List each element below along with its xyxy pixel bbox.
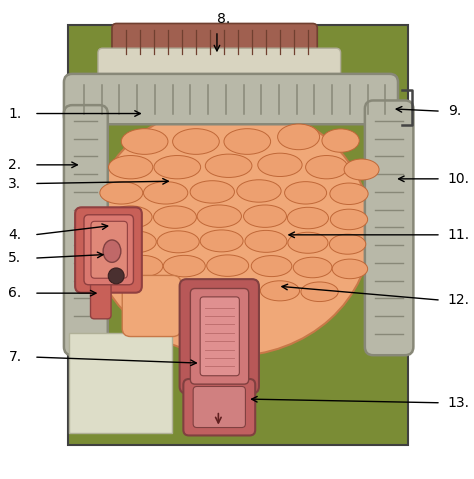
Ellipse shape <box>244 205 286 228</box>
Text: 8.: 8. <box>217 12 230 26</box>
FancyBboxPatch shape <box>75 207 142 293</box>
Text: 7.: 7. <box>9 350 21 364</box>
Ellipse shape <box>344 159 379 180</box>
Ellipse shape <box>332 259 368 279</box>
Text: 4.: 4. <box>9 228 21 242</box>
Text: 10.: 10. <box>448 172 470 186</box>
Text: 11.: 11. <box>448 228 470 242</box>
Ellipse shape <box>164 255 205 277</box>
Ellipse shape <box>301 282 338 302</box>
Ellipse shape <box>122 255 163 277</box>
Ellipse shape <box>287 207 328 229</box>
FancyBboxPatch shape <box>91 221 128 278</box>
Ellipse shape <box>329 234 366 254</box>
FancyBboxPatch shape <box>122 275 181 337</box>
Ellipse shape <box>207 255 249 276</box>
Ellipse shape <box>205 154 252 177</box>
Circle shape <box>108 268 124 284</box>
Text: 2.: 2. <box>9 158 21 172</box>
Text: 6.: 6. <box>9 286 22 300</box>
Ellipse shape <box>293 257 332 278</box>
Text: 9.: 9. <box>448 104 461 118</box>
Ellipse shape <box>103 240 121 262</box>
Ellipse shape <box>245 230 287 252</box>
Ellipse shape <box>174 280 216 300</box>
Ellipse shape <box>330 183 368 205</box>
Ellipse shape <box>288 232 328 253</box>
Ellipse shape <box>330 209 368 230</box>
Text: 5.: 5. <box>9 251 21 265</box>
Text: 3.: 3. <box>9 177 21 191</box>
Ellipse shape <box>306 156 347 179</box>
Text: 1.: 1. <box>9 106 22 121</box>
Ellipse shape <box>284 182 327 204</box>
Ellipse shape <box>258 153 302 177</box>
Ellipse shape <box>251 256 292 276</box>
FancyBboxPatch shape <box>91 280 111 319</box>
Ellipse shape <box>109 156 153 179</box>
FancyBboxPatch shape <box>69 333 172 433</box>
Ellipse shape <box>224 129 271 154</box>
Ellipse shape <box>278 124 319 149</box>
Ellipse shape <box>121 129 168 154</box>
FancyBboxPatch shape <box>193 387 246 428</box>
Ellipse shape <box>197 205 241 228</box>
FancyBboxPatch shape <box>191 288 249 384</box>
FancyBboxPatch shape <box>200 297 239 376</box>
Ellipse shape <box>134 279 174 300</box>
FancyBboxPatch shape <box>64 105 108 355</box>
Ellipse shape <box>200 230 243 252</box>
Text: 12.: 12. <box>448 293 470 307</box>
FancyBboxPatch shape <box>180 279 259 393</box>
FancyBboxPatch shape <box>98 48 341 88</box>
Ellipse shape <box>157 231 199 253</box>
Ellipse shape <box>190 181 235 203</box>
Ellipse shape <box>100 182 143 204</box>
Ellipse shape <box>260 281 300 301</box>
FancyBboxPatch shape <box>183 379 255 435</box>
FancyBboxPatch shape <box>365 101 413 355</box>
FancyBboxPatch shape <box>112 23 317 60</box>
Ellipse shape <box>154 206 196 228</box>
FancyBboxPatch shape <box>84 215 134 285</box>
Ellipse shape <box>144 182 188 204</box>
Ellipse shape <box>322 129 359 152</box>
Ellipse shape <box>237 180 281 202</box>
Ellipse shape <box>173 129 219 154</box>
FancyBboxPatch shape <box>68 25 408 445</box>
FancyBboxPatch shape <box>64 74 398 124</box>
Ellipse shape <box>91 104 371 356</box>
Ellipse shape <box>218 280 258 300</box>
Text: 13.: 13. <box>448 396 470 410</box>
Ellipse shape <box>109 206 152 228</box>
Ellipse shape <box>154 156 201 179</box>
Ellipse shape <box>114 231 156 253</box>
